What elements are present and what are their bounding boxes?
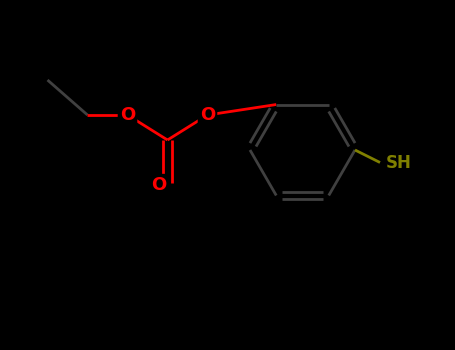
Text: SH: SH [386, 154, 412, 172]
Text: O: O [200, 106, 215, 124]
Text: O: O [151, 176, 166, 194]
Text: O: O [120, 106, 135, 124]
